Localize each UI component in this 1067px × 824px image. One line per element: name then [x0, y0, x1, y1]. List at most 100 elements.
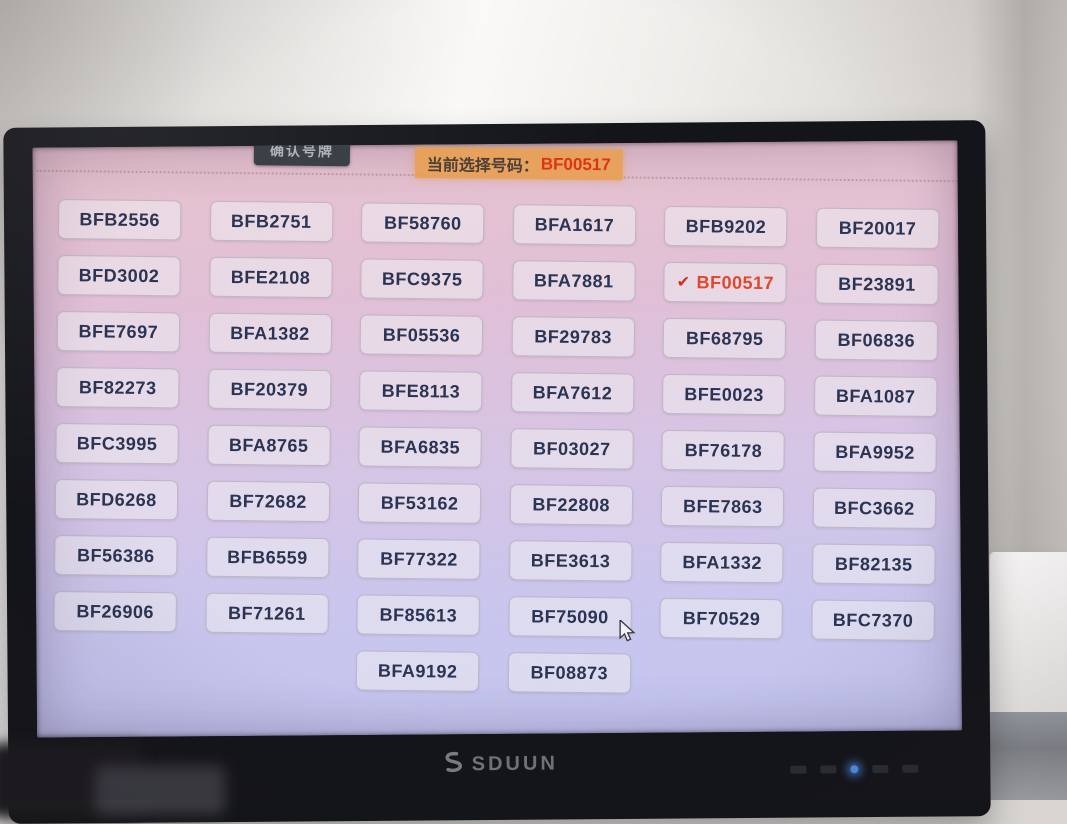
plate-row: BFC3995 BFA8765 BFA6835 BF03027 BF76178 BFA99… [55, 422, 937, 473]
plate-button-bf06836[interactable]: BF06836 [814, 319, 939, 361]
plate-button-bf56386[interactable]: BF56386 [54, 534, 178, 577]
plate-grid: BFB2556 BFB2751 BF58760 BFA1617 BFB9202 BF200… [32, 187, 961, 695]
confirm-plate-button[interactable]: 确认号牌 [253, 140, 351, 167]
mouse-cursor-icon [618, 618, 636, 647]
plate-button-bfd3002[interactable]: BFD3002 [57, 255, 181, 297]
plate-code: BFE7863 [682, 495, 763, 517]
plate-button-bf20017[interactable]: BF20017 [815, 207, 940, 250]
plate-button-bf76178[interactable]: BF76178 [661, 429, 786, 472]
plate-code: BFA7612 [532, 381, 613, 403]
plate-button-bf23891[interactable]: BF23891 [815, 263, 939, 306]
plate-row: BFD6268 BF72682 BF53162 BF22808 BFE7863 BFC36… [54, 478, 937, 529]
plate-button-bfc3995[interactable]: BFC3995 [55, 422, 179, 465]
plate-button-bf82135[interactable]: BF82135 [812, 543, 936, 585]
plate-button-bfa9192[interactable]: BFA9192 [356, 650, 480, 692]
plate-code: BF85613 [379, 604, 458, 626]
plate-code: BFA9952 [835, 441, 915, 463]
plate-code: BF03027 [532, 437, 611, 459]
plate-button-bf05536[interactable]: BF05536 [359, 314, 484, 356]
plate-button-bfa6835[interactable]: BFA6835 [358, 426, 483, 468]
plate-code: BF00517 [696, 271, 775, 293]
plate-button-bfe0023[interactable]: BFE0023 [662, 373, 786, 416]
plate-button-bfa7612[interactable]: BFA7612 [510, 372, 635, 414]
plate-button-bf08873[interactable]: BF08873 [507, 652, 632, 694]
plate-button-bf77322[interactable]: BF77322 [357, 538, 481, 580]
plate-button-bfb2556[interactable]: BFB2556 [57, 199, 182, 241]
plate-button-bfa1087[interactable]: BFA1087 [813, 375, 938, 417]
plate-button-bf72682[interactable]: BF72682 [206, 480, 330, 523]
plate-button-bfa9952[interactable]: BFA9952 [813, 431, 937, 473]
plate-button-bfc7370[interactable]: BFC7370 [811, 599, 935, 641]
brand-logo-icon [441, 750, 465, 779]
plate-code: BF77322 [380, 548, 458, 570]
plate-button-bfc9375[interactable]: BFC9375 [360, 258, 484, 300]
plate-button-bf70529[interactable]: BF70529 [659, 597, 784, 640]
plate-code: BFE8113 [381, 380, 461, 402]
plate-button-bfb6559[interactable]: BFB6559 [205, 536, 330, 579]
plate-button-bfc3662[interactable]: BFC3662 [812, 487, 937, 529]
plate-code: BFB2556 [79, 208, 161, 230]
plate-row: BFE7697 BFA1382 BF05536 BF29783 BF68795 BF068… [56, 311, 939, 361]
plate-code: BFE7697 [78, 320, 159, 342]
plate-code: BFE2108 [230, 266, 311, 288]
plate-row: BFA9192 BF08873 [53, 647, 934, 695]
plate-button-bf53162[interactable]: BF53162 [357, 482, 482, 524]
plate-button-bf20379[interactable]: BF20379 [207, 368, 332, 411]
plate-button-bfa7881[interactable]: BFA7881 [512, 260, 636, 302]
plate-code: BFC7370 [832, 609, 914, 631]
plate-code: BF72682 [229, 490, 307, 512]
plate-button-bfd6268[interactable]: BFD6268 [54, 478, 179, 521]
plate-code: BF05536 [382, 324, 461, 346]
plate-button-bf85613[interactable]: BF85613 [356, 594, 481, 636]
plate-row: BF26906 BF71261 BF85613 BF75090 BF70529 BFC73… [53, 590, 935, 641]
plate-button-bf82273[interactable]: BF82273 [56, 367, 180, 409]
plate-button-bf58760[interactable]: BF58760 [361, 202, 485, 244]
plate-row: BF56386 BFB6559 BF77322 BFE3613 BFA1332 BF821… [54, 534, 936, 585]
plate-button-bfa1617[interactable]: BFA1617 [512, 204, 637, 246]
plate-code: BF71261 [227, 602, 306, 624]
plate-button-bf68795[interactable]: BF68795 [663, 317, 787, 360]
plate-code: BFA1332 [682, 551, 763, 573]
plate-code: BFA7881 [533, 269, 614, 291]
plate-button-bfe8113[interactable]: BFE8113 [359, 370, 483, 412]
plate-button-bf29783[interactable]: BF29783 [511, 316, 635, 358]
plate-button-bf71261[interactable]: BF71261 [205, 592, 329, 635]
plate-code: BF58760 [383, 212, 462, 234]
check-icon: ✔ [676, 274, 691, 292]
plate-button-bfa1382[interactable]: BFA1382 [208, 312, 332, 355]
plate-code: BF08873 [530, 661, 609, 683]
plate-code: BFA9192 [377, 660, 458, 682]
monitor-button [872, 764, 889, 774]
plate-code: BFB2751 [230, 210, 312, 232]
plate-code: BF29783 [534, 325, 613, 347]
plate-button-bfe2108[interactable]: BFE2108 [208, 256, 333, 299]
plate-code: BFD6268 [76, 488, 157, 510]
plate-code: BFE0023 [684, 383, 764, 405]
plate-code: BF76178 [684, 439, 763, 461]
brand-text: SDUUN [471, 752, 558, 776]
plate-button-bf75090[interactable]: BF75090 [508, 596, 632, 638]
plate-button-bf26906[interactable]: BF26906 [53, 590, 177, 633]
plate-code: BF68795 [685, 327, 764, 349]
plate-code: BFD3002 [78, 264, 160, 286]
plate-button-bf00517[interactable]: ✔ BF00517 [663, 261, 788, 304]
plate-code: BF56386 [76, 544, 155, 566]
plate-code: BFA1617 [534, 213, 615, 235]
plate-code: BFC3995 [76, 432, 158, 454]
plate-code: BF26906 [76, 600, 155, 622]
plate-code: BFE3613 [530, 549, 611, 571]
white-cabinet [988, 552, 1067, 720]
monitor-button [902, 764, 919, 773]
plate-button-bfb2751[interactable]: BFB2751 [209, 200, 333, 243]
plate-button-bfa1332[interactable]: BFA1332 [660, 541, 784, 584]
monitor-button [820, 765, 837, 774]
plate-button-bfa8765[interactable]: BFA8765 [206, 424, 331, 467]
plate-button-bfe7697[interactable]: BFE7697 [56, 311, 181, 353]
plate-button-bfb9202[interactable]: BFB9202 [664, 205, 788, 248]
plate-button-bfe3613[interactable]: BFE3613 [508, 540, 633, 582]
plate-code: BFB9202 [685, 215, 767, 237]
plate-button-bf22808[interactable]: BF22808 [509, 484, 633, 526]
plate-button-bf03027[interactable]: BF03027 [510, 428, 634, 470]
plate-button-bfe7863[interactable]: BFE7863 [661, 485, 785, 528]
gray-shelf [985, 712, 1067, 800]
